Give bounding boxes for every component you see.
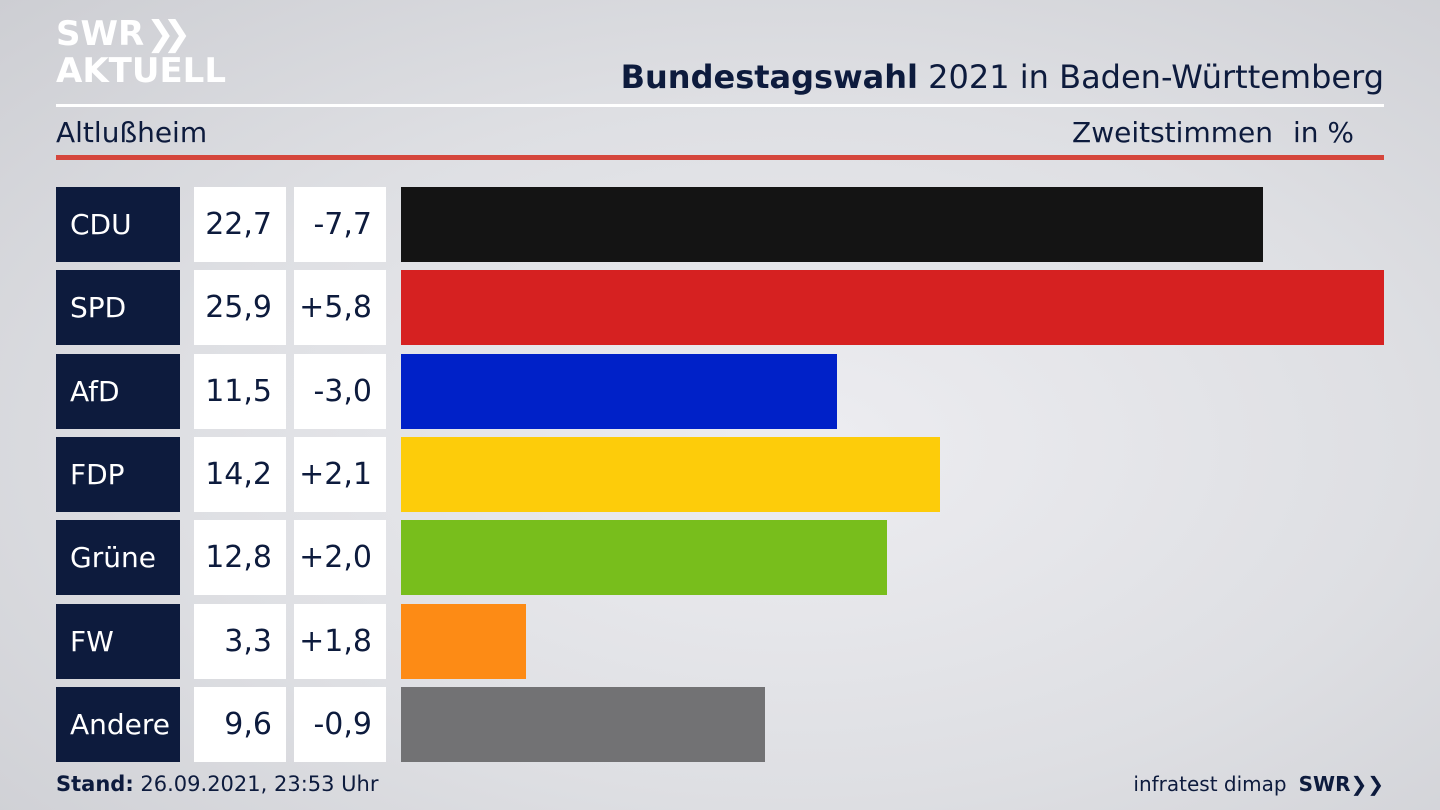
party-label: Andere	[56, 687, 180, 762]
chart-row: SPD 25,9 +5,8	[56, 270, 1384, 345]
bar	[401, 270, 1384, 345]
source-name: infratest dimap	[1133, 772, 1287, 796]
chart-row: Grüne 12,8 +2,0	[56, 520, 1384, 595]
change-label: -0,9	[294, 687, 386, 762]
header-divider	[56, 104, 1384, 107]
party-label: FW	[56, 604, 180, 679]
chart-row: CDU 22,7 -7,7	[56, 187, 1384, 262]
double-chevron-icon: ❯❯	[1350, 772, 1384, 796]
metric-unit: in %	[1292, 116, 1354, 149]
logo-swr-text: SWR	[56, 14, 145, 54]
value-label: 25,9	[194, 270, 286, 345]
chart-title: Bundestagswahl 2021 in Baden-Württemberg	[621, 58, 1384, 96]
value-label: 9,6	[194, 687, 286, 762]
metric-label: Zweitstimmen in %	[1072, 116, 1354, 149]
double-chevron-icon: ❯❯	[146, 14, 191, 54]
stand-label: Stand:	[56, 772, 134, 796]
change-label: +2,0	[294, 520, 386, 595]
chart-row: Andere 9,6 -0,9	[56, 687, 1384, 762]
party-label: FDP	[56, 437, 180, 512]
party-label: CDU	[56, 187, 180, 262]
bar	[401, 687, 765, 762]
title-bold: Bundestagswahl	[620, 58, 918, 96]
chart-row: FW 3,3 +1,8	[56, 604, 1384, 679]
chart-row: FDP 14,2 +2,1	[56, 437, 1384, 512]
bar	[401, 437, 940, 512]
swr-brand-text: SWR	[1298, 772, 1351, 796]
source-credit: infratest dimap SWR❯❯	[1133, 772, 1384, 796]
bar	[401, 604, 526, 679]
change-label: +5,8	[294, 270, 386, 345]
accent-divider	[56, 155, 1384, 160]
bar	[401, 187, 1263, 262]
change-label: +2,1	[294, 437, 386, 512]
bar	[401, 520, 887, 595]
change-label: -7,7	[294, 187, 386, 262]
chart-row: AfD 11,5 -3,0	[56, 354, 1384, 429]
logo-aktuell-text: AKTUELL	[56, 51, 227, 91]
change-label: +1,8	[294, 604, 386, 679]
party-label: SPD	[56, 270, 180, 345]
swr-aktuell-logo: SWR ❯❯ AKTUELL	[56, 16, 226, 88]
party-label: Grüne	[56, 520, 180, 595]
title-rest: 2021 in Baden-Württemberg	[917, 58, 1384, 96]
value-label: 14,2	[194, 437, 286, 512]
value-label: 22,7	[194, 187, 286, 262]
timestamp: Stand: 26.09.2021, 23:53 Uhr	[56, 772, 379, 796]
party-label: AfD	[56, 354, 180, 429]
value-label: 3,3	[194, 604, 286, 679]
swr-brand: SWR❯❯	[1299, 772, 1384, 796]
metric-name: Zweitstimmen	[1072, 116, 1273, 149]
bar	[401, 354, 837, 429]
value-label: 11,5	[194, 354, 286, 429]
value-label: 12,8	[194, 520, 286, 595]
stand-value: 26.09.2021, 23:53 Uhr	[133, 772, 379, 796]
change-label: -3,0	[294, 354, 386, 429]
region-name: Altlußheim	[56, 116, 208, 149]
